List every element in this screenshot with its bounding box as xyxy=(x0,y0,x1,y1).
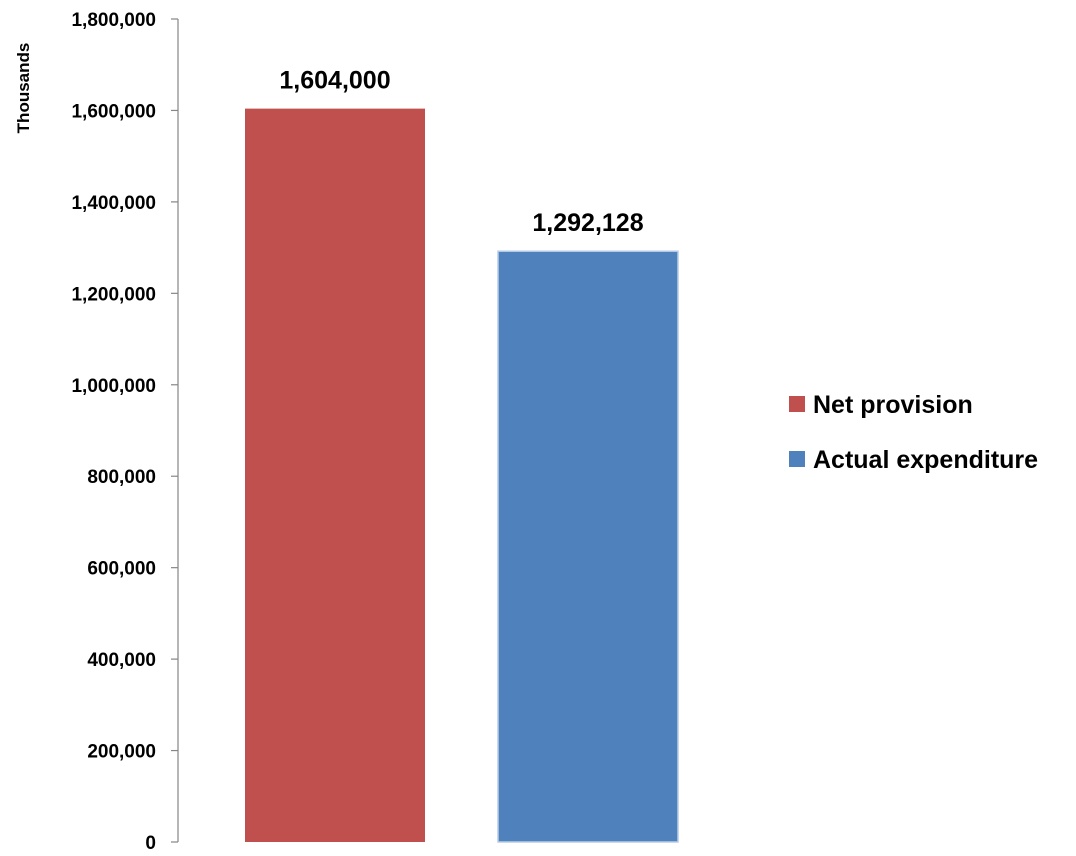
legend-swatch xyxy=(789,396,805,412)
bar-actual-expenditure xyxy=(497,250,679,843)
bars xyxy=(245,108,679,843)
y-tick-label: 400,000 xyxy=(87,650,156,671)
data-label: 1,292,128 xyxy=(532,209,643,237)
y-tick-label: 200,000 xyxy=(87,742,156,763)
y-tick-label: 0 xyxy=(145,833,156,854)
y-axis-title: Thousands xyxy=(14,43,33,134)
legend: Net provision Actual expenditure xyxy=(789,391,1038,474)
legend-swatch xyxy=(789,451,805,467)
y-tick-label: 1,600,000 xyxy=(71,101,156,122)
data-labels: 1,604,000 1,292,128 xyxy=(279,67,643,238)
y-tick-label: 1,200,000 xyxy=(71,284,156,305)
y-tick-label: 1,000,000 xyxy=(71,376,156,397)
y-tick-label: 1,800,000 xyxy=(71,10,156,31)
y-tick-label: 800,000 xyxy=(87,467,156,488)
data-label: 1,604,000 xyxy=(279,67,390,95)
legend-label: Net provision xyxy=(813,391,973,419)
y-tick-label: 1,400,000 xyxy=(71,193,156,214)
y-axis: 0 200,000 400,000 600,000 800,000 1,000,000 1,… xyxy=(71,10,179,854)
legend-label: Actual expenditure xyxy=(813,446,1038,474)
bar-net-provision xyxy=(245,108,425,843)
y-tick-label: 600,000 xyxy=(87,559,156,580)
